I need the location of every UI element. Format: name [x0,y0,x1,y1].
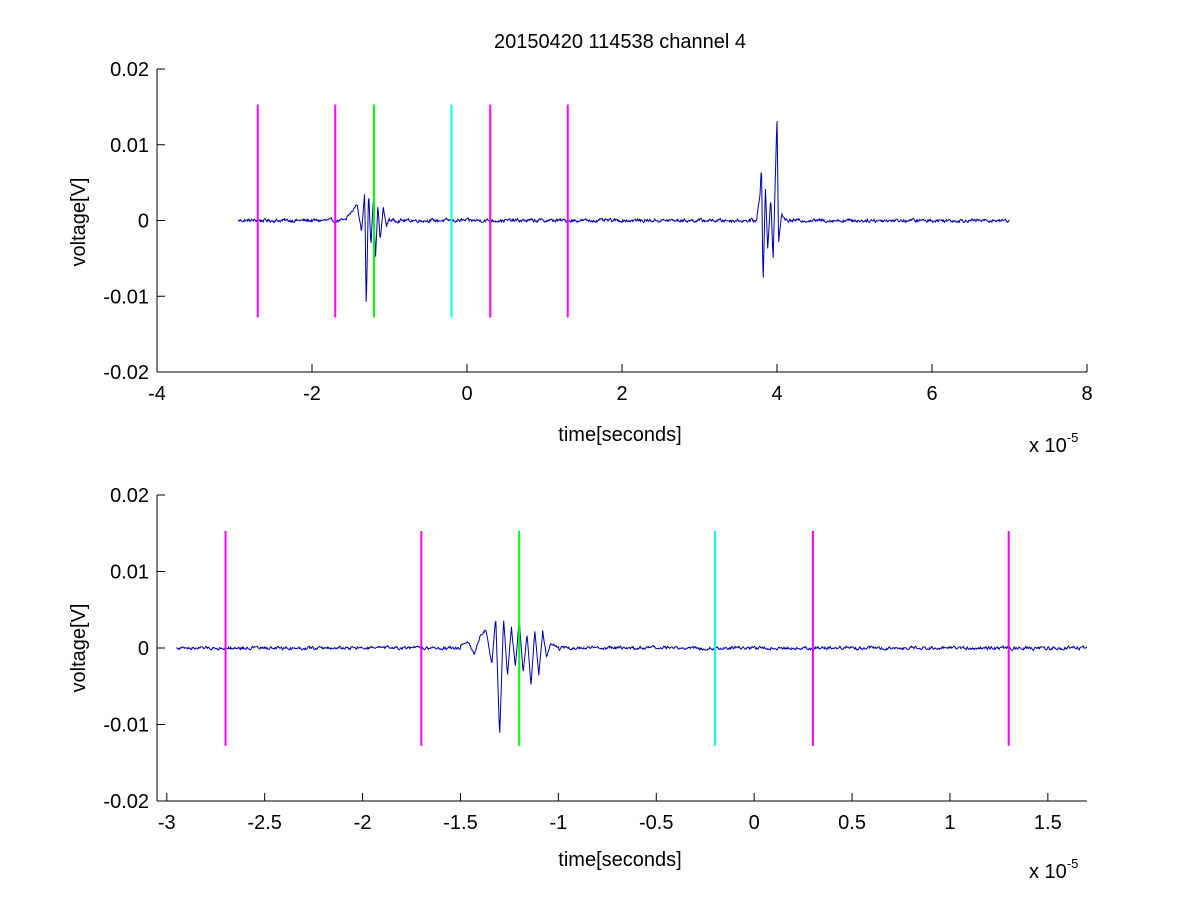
top-plot-x-multiplier-exponent: -5 [1067,430,1079,445]
bottom-plot-x-tick-label: 0 [749,812,760,834]
top-plot-x-multiplier-base: x 10 [1029,435,1067,457]
top-plot-ticks: -4 -2 0 2 4 6 8 -0.02 -0.01 0 0.01 0.02 [103,59,1092,405]
top-plot-signal [237,121,1010,302]
top-plot-markers [256,104,569,318]
bottom-plot-x-tick-label: 1.5 [1034,812,1062,834]
bottom-plot-x-tick-label: -2 [354,812,372,834]
chart-title: 20150420 114538 channel 4 [494,31,746,53]
top-plot-x-tick-label: 0 [461,383,472,405]
top-plot-x-tick-label: 2 [616,383,627,405]
bottom-plot-x-tick-label: -2.5 [247,812,281,834]
bottom-plot-x-tick-label: -1.5 [443,812,477,834]
bottom-plot-panel: -3 -2.5 -2 -1.5 -1 -0.5 0 0.5 1 1.5 -0.02 -0.01 0 0.0… [68,485,1088,883]
top-plot-y-tick-label: 0.02 [110,59,149,81]
top-plot-x-tick-label: 8 [1081,383,1092,405]
bottom-plot-y-tick-label: -0.01 [103,715,149,737]
bottom-plot-x-tick-label: -0.5 [639,812,673,834]
bottom-plot-signal [176,620,1088,733]
bottom-plot-signal-line [176,620,1088,733]
bottom-plot-x-multiplier-exponent: -5 [1067,856,1079,871]
bottom-plot-x-multiplier-base: x 10 [1029,861,1067,883]
bottom-plot-markers [224,530,1010,746]
bottom-plot-y-tick-label: 0.02 [110,485,149,507]
top-plot-x-tick-label: -2 [303,383,321,405]
top-plot-y-tick-label: -0.02 [103,362,149,384]
top-plot-x-tick-label: 6 [926,383,937,405]
bottom-plot-x-tick-label: 0.5 [838,812,866,834]
bottom-plot-x-tick-label: -1 [549,812,567,834]
bottom-plot-x-tick-label: -3 [158,812,176,834]
bottom-plot-y-tick-label: -0.02 [103,791,149,813]
top-plot-panel: -4 -2 0 2 4 6 8 -0.02 -0.01 0 0.01 0.02 time[second… [68,59,1093,457]
top-plot-x-multiplier: x 10-5 [1029,430,1078,457]
top-plot-y-tick-label: 0.01 [110,135,149,157]
top-plot-x-tick-label: -4 [148,383,166,405]
bottom-plot-xlabel: time[seconds] [558,849,681,871]
top-plot-ylabel: voltage[V] [68,178,90,267]
bottom-plot-x-tick-label: 1 [944,812,955,834]
top-plot-signal-line [237,121,1010,302]
bottom-plot-y-tick-label: 0.01 [110,562,149,584]
top-plot-xlabel: time[seconds] [558,424,681,446]
top-plot-y-tick-label: 0 [138,211,149,233]
bottom-plot-x-multiplier: x 10-5 [1029,856,1078,883]
bottom-plot-ticks: -3 -2.5 -2 -1.5 -1 -0.5 0 0.5 1 1.5 -0.02 -0.01 0 0.0… [103,485,1061,834]
top-plot-x-tick-label: 4 [771,383,782,405]
top-plot-y-tick-label: -0.01 [103,286,149,308]
bottom-plot-ylabel: voltage[V] [68,604,90,693]
bottom-plot-y-tick-label: 0 [138,638,149,660]
